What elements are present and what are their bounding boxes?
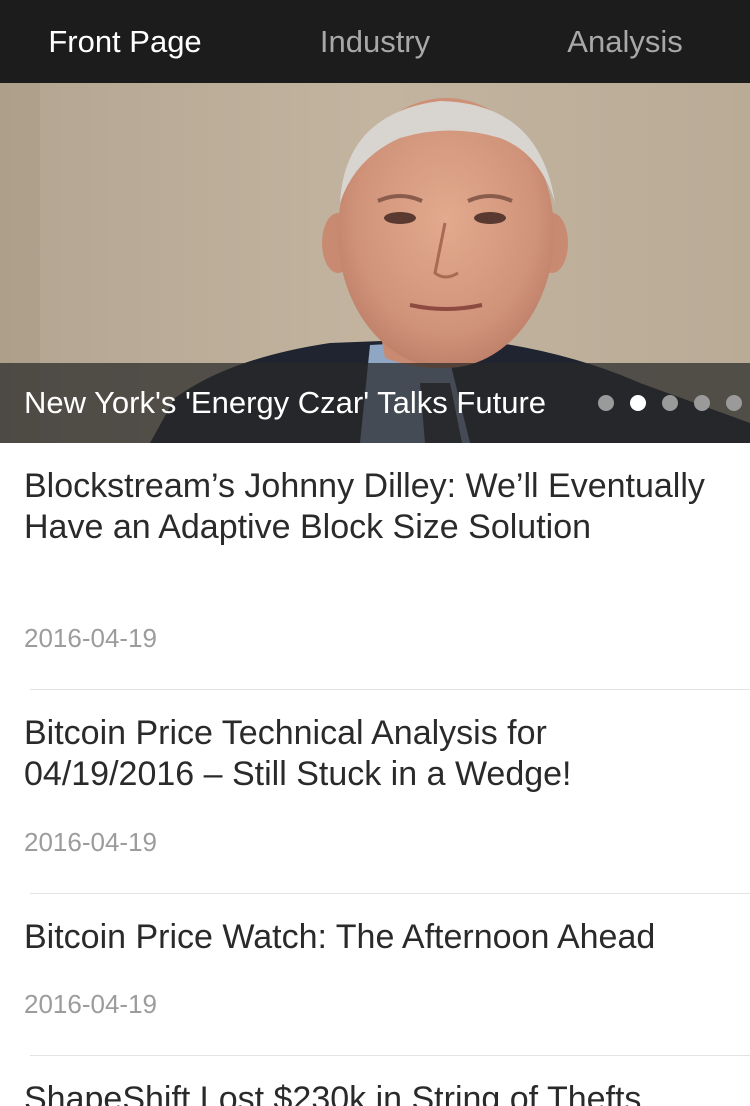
article-list: Blockstream’s Johnny Dilley: We’ll Event… xyxy=(0,443,750,1106)
list-divider xyxy=(30,893,750,894)
carousel-dot-5[interactable] xyxy=(726,395,742,411)
tab-analysis[interactable]: Analysis xyxy=(567,23,683,59)
tab-front-page[interactable]: Front Page xyxy=(48,23,202,59)
tab-industry[interactable]: Industry xyxy=(319,23,431,59)
article-item[interactable]: Bitcoin Price Watch: The Afternoon Ahead… xyxy=(0,894,750,1055)
article-title: Bitcoin Price Technical Analysis for 04/… xyxy=(24,714,572,793)
carousel-dot-2[interactable] xyxy=(630,395,646,411)
article-title: Blockstream’s Johnny Dilley: We’ll Event… xyxy=(24,467,705,546)
article-date: 2016-04-19 xyxy=(24,827,157,857)
article-title: Bitcoin Price Watch: The Afternoon Ahead xyxy=(24,918,656,956)
article-item[interactable]: ShapeShift Lost $230k in String of Theft… xyxy=(0,1056,750,1106)
hero-carousel[interactable]: New York's 'Energy Czar' Talks Future xyxy=(0,83,750,443)
article-date: 2016-04-19 xyxy=(24,989,157,1019)
article-date: 2016-04-19 xyxy=(24,623,157,653)
carousel-dot-1[interactable] xyxy=(598,395,614,411)
top-tab-bar: Front Page Industry Analysis xyxy=(0,0,750,83)
article-title: ShapeShift Lost $230k in String of Theft… xyxy=(24,1080,651,1106)
carousel-page-indicator xyxy=(598,395,742,411)
article-item[interactable]: Bitcoin Price Technical Analysis for 04/… xyxy=(0,690,750,893)
list-divider xyxy=(30,689,750,690)
article-item[interactable]: Blockstream’s Johnny Dilley: We’ll Event… xyxy=(0,443,750,689)
hero-caption-overlay xyxy=(0,363,750,443)
list-divider xyxy=(30,1055,750,1056)
carousel-dot-4[interactable] xyxy=(694,395,710,411)
hero-caption[interactable]: New York's 'Energy Czar' Talks Future xyxy=(24,385,547,420)
carousel-dot-3[interactable] xyxy=(662,395,678,411)
